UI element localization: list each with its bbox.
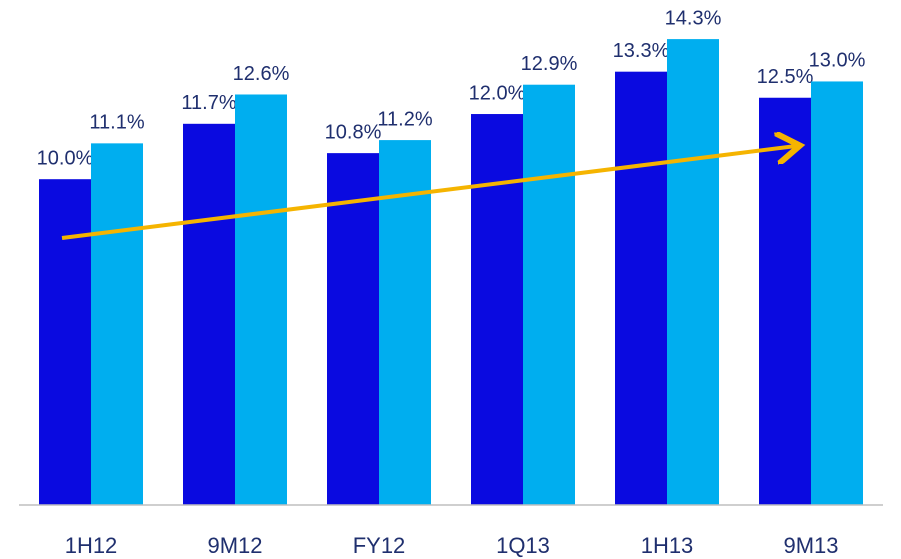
- bar: [471, 114, 523, 505]
- bar: [811, 81, 863, 506]
- value-label: 11.2%: [377, 108, 432, 130]
- x-tick-label: 9M13: [783, 533, 838, 558]
- value-label: 13.0%: [809, 50, 866, 72]
- value-label: 12.6%: [233, 63, 290, 85]
- value-label: 12.0%: [469, 82, 526, 104]
- value-label: 11.1%: [89, 112, 144, 134]
- bar: [327, 153, 379, 505]
- bar: [759, 97, 811, 505]
- value-label: 12.5%: [757, 66, 814, 88]
- value-label: 14.3%: [665, 7, 722, 29]
- x-tick-label: FY12: [353, 533, 406, 558]
- bar: [615, 71, 667, 505]
- trend-arrow: [61, 146, 796, 240]
- value-label: 11.7%: [181, 92, 236, 114]
- x-tick-label: 9M12: [207, 533, 262, 558]
- x-tick-label: 1H13: [641, 533, 694, 558]
- bar: [39, 179, 91, 505]
- x-tick-label: 1Q13: [496, 533, 550, 558]
- value-label: 13.3%: [613, 40, 670, 62]
- bar: [667, 39, 719, 506]
- value-label: 12.9%: [521, 53, 578, 75]
- bar: [379, 140, 431, 505]
- value-label: 10.8%: [325, 121, 382, 143]
- x-tick-label: 1H12: [65, 533, 118, 558]
- bar: [235, 94, 287, 505]
- bar: [91, 143, 143, 505]
- value-label: 10.0%: [37, 147, 94, 169]
- bar: [523, 84, 575, 505]
- plot: 1H12 10.0% 11.1% 9M12 11.7% 12.6% FY12 10.8%11.…: [37, 7, 866, 557]
- bar: [183, 123, 235, 505]
